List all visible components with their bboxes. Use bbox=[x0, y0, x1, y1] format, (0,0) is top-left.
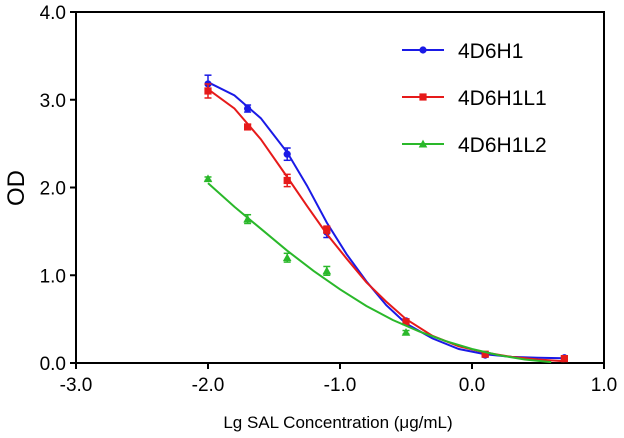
x-tick-label: -1.0 bbox=[324, 375, 357, 396]
legend-label: 4D6H1L2 bbox=[458, 134, 547, 157]
y-axis-ticks: 0.0 1.0 2.0 3.0 4.0 bbox=[40, 3, 76, 375]
legend-marker bbox=[419, 46, 427, 54]
y-tick-label: 1.0 bbox=[40, 266, 66, 287]
data-point bbox=[204, 87, 212, 95]
x-axis-ticks: -3.0 -2.0 -1.0 0.0 1.0 bbox=[60, 363, 617, 396]
data-point bbox=[243, 214, 252, 223]
series-4d6h1l2 bbox=[203, 174, 552, 364]
y-tick-label: 2.0 bbox=[40, 179, 66, 200]
fit-curve bbox=[207, 88, 565, 363]
fit-curve bbox=[207, 182, 552, 364]
data-point bbox=[323, 226, 331, 234]
data-point bbox=[401, 327, 411, 336]
series-layer bbox=[203, 74, 569, 364]
data-point bbox=[560, 355, 568, 363]
legend-label: 4D6H1L1 bbox=[458, 87, 547, 110]
data-point bbox=[244, 104, 252, 113]
y-tick-label: 3.0 bbox=[40, 91, 66, 112]
x-tick-label: -3.0 bbox=[60, 375, 93, 396]
data-point bbox=[481, 350, 489, 358]
y-tick-label: 4.0 bbox=[40, 3, 66, 24]
data-point bbox=[244, 123, 252, 131]
legend: 4D6H1 4D6H1L1 4D6H1L2 bbox=[402, 40, 547, 157]
legend-label: 4D6H1 bbox=[458, 40, 523, 63]
series-4d6h1 bbox=[204, 74, 569, 362]
x-tick-label: 1.0 bbox=[591, 375, 617, 396]
legend-item-4d6h1l1: 4D6H1L1 bbox=[402, 87, 547, 110]
data-point bbox=[402, 318, 410, 326]
x-tick-label: -2.0 bbox=[192, 375, 225, 396]
legend-item-4d6h1: 4D6H1 bbox=[402, 40, 523, 63]
x-tick-label: 0.0 bbox=[459, 375, 485, 396]
y-axis-title: OD bbox=[3, 170, 30, 206]
series-4d6h1l1 bbox=[204, 83, 568, 363]
x-axis-title: Lg SAL Concentration (μg/mL) bbox=[223, 413, 452, 432]
legend-marker bbox=[418, 139, 428, 148]
plot-border bbox=[75, 11, 605, 364]
data-point bbox=[283, 150, 291, 158]
plot-frame bbox=[75, 11, 605, 364]
legend-item-4d6h1l2: 4D6H1L2 bbox=[402, 134, 547, 157]
y-tick-label: 0.0 bbox=[40, 354, 66, 375]
legend-marker bbox=[419, 93, 427, 101]
data-point bbox=[283, 176, 291, 185]
data-point bbox=[322, 266, 332, 275]
data-point bbox=[282, 253, 292, 262]
data-point bbox=[203, 174, 213, 183]
